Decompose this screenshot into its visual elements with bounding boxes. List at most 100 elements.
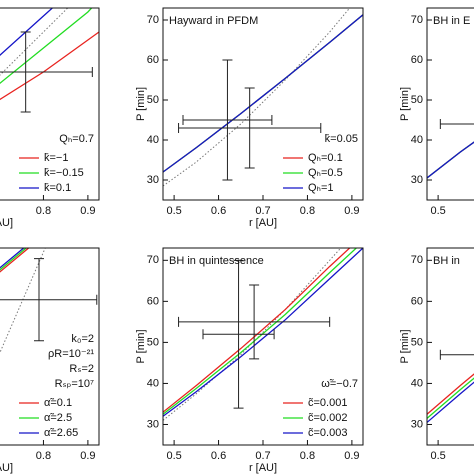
y-tick-label: 40 <box>147 134 159 146</box>
y-tick-label: 70 <box>411 14 423 26</box>
curve <box>0 248 30 273</box>
y-axis-label: P [min] <box>399 329 411 363</box>
plot-area <box>0 248 98 354</box>
plot-area <box>163 248 363 421</box>
plot-frame <box>162 7 364 201</box>
legend-label: c̃=0.002 <box>308 412 347 424</box>
curve <box>0 248 28 271</box>
x-tick-label: 0.5 <box>430 205 445 217</box>
y-tick-label: 50 <box>411 336 423 348</box>
plot-frame <box>0 247 100 446</box>
parameter-label: k̄=0.05 <box>325 133 358 145</box>
x-axis-label: r [AU] <box>0 217 13 229</box>
x-error-bar <box>0 294 98 305</box>
x-tick-label: 0.6 <box>211 205 226 217</box>
y-error-bar <box>34 258 44 342</box>
y-tick-label: 50 <box>411 94 423 106</box>
plot-frame <box>426 7 474 201</box>
y-axis-label: P [min] <box>135 87 147 121</box>
reference-curve <box>0 8 69 76</box>
legend-label: α̃=2.65 <box>44 427 78 439</box>
y-axis-label: P [min] <box>399 87 411 121</box>
curve <box>163 14 363 173</box>
plot-frame <box>426 247 474 446</box>
y-tick-label: 30 <box>147 174 159 186</box>
x-tick-label: 0.6 <box>211 450 226 462</box>
curve <box>163 248 363 417</box>
legend-label: α̃=2.5 <box>44 412 72 424</box>
x-tick-label: 0.9 <box>80 450 95 462</box>
curve <box>0 8 54 56</box>
y-error-bar <box>233 259 244 409</box>
curve <box>427 377 474 419</box>
x-tick-label: 0.8 <box>36 450 51 462</box>
curve <box>163 14 363 173</box>
plot-area <box>427 349 474 423</box>
plot-area <box>0 8 99 113</box>
curve <box>163 248 358 415</box>
plot-area <box>427 119 474 179</box>
legend-label: k̄=0.1 <box>44 182 71 194</box>
legend-label: c̃=0.003 <box>308 427 347 439</box>
legend-label: k̄=−0.15 <box>44 167 84 179</box>
y-tick-label: 30 <box>411 174 423 186</box>
plot-frame <box>162 247 364 446</box>
y-error-bar <box>244 87 255 169</box>
y-tick-label: 70 <box>147 14 159 26</box>
panel-title: Hayward in PFDM <box>169 15 258 27</box>
parameter-label: Rₛₚ=10⁷ <box>55 378 94 390</box>
reference-curve <box>163 248 342 421</box>
panel-title: BH in E <box>433 15 470 27</box>
y-error-bar <box>222 59 233 181</box>
x-axis-label: r [AU] <box>0 462 13 474</box>
y-tick-label: 60 <box>147 295 159 307</box>
x-tick-label: 0.7 <box>255 450 270 462</box>
curve <box>163 248 351 413</box>
legend-label: Qₕ=0.1 <box>308 152 343 164</box>
plot-frame <box>0 7 100 201</box>
x-error-bar <box>0 67 93 77</box>
y-error-bar <box>20 31 31 113</box>
parameter-label: Rₛ=2 <box>69 363 94 375</box>
curve <box>427 141 474 179</box>
x-tick-label: 0.8 <box>300 450 315 462</box>
parameter-label: Qₕ=0.7 <box>59 133 94 145</box>
parameter-label: ω̃=−0.7 <box>321 378 358 390</box>
curve <box>0 31 99 101</box>
x-tick-label: 0.9 <box>344 450 359 462</box>
legend-label: k̄=−1 <box>44 152 68 164</box>
curve <box>427 373 474 415</box>
x-tick-label: 0.9 <box>344 205 359 217</box>
y-tick-label: 70 <box>411 254 423 266</box>
legend-label: Qₕ=0.5 <box>308 167 343 179</box>
x-tick-label: 0.5 <box>166 205 181 217</box>
x-axis-label: r [AU] <box>249 217 277 229</box>
x-error-bar <box>439 119 474 129</box>
y-tick-label: 40 <box>411 377 423 389</box>
curve <box>427 141 474 179</box>
y-tick-label: 40 <box>411 134 423 146</box>
reference-curve <box>0 248 46 354</box>
y-tick-label: 50 <box>147 94 159 106</box>
y-tick-label: 60 <box>411 54 423 66</box>
parameter-label: ρR=10⁻²¹ <box>48 348 94 360</box>
y-tick-label: 70 <box>147 254 159 266</box>
y-tick-label: 30 <box>147 418 159 430</box>
curve <box>0 8 93 85</box>
plot-area <box>163 8 363 187</box>
curve <box>427 141 474 179</box>
x-tick-label: 0.8 <box>300 205 315 217</box>
curve <box>163 14 363 173</box>
x-tick-label: 0.9 <box>80 205 95 217</box>
y-tick-label: 40 <box>147 377 159 389</box>
y-tick-label: 30 <box>411 418 423 430</box>
legend-label: c̃=0.001 <box>308 397 347 409</box>
y-tick-label: 60 <box>147 54 159 66</box>
x-axis-label: r [AU] <box>249 462 277 474</box>
y-tick-label: 60 <box>411 295 423 307</box>
legend-label: α̃=0.1 <box>44 397 72 409</box>
x-tick-label: 0.5 <box>430 450 445 462</box>
reference-curve <box>163 8 351 187</box>
